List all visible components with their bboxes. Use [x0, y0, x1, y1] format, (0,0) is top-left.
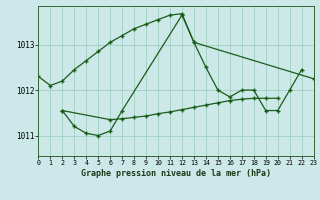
- X-axis label: Graphe pression niveau de la mer (hPa): Graphe pression niveau de la mer (hPa): [81, 169, 271, 178]
